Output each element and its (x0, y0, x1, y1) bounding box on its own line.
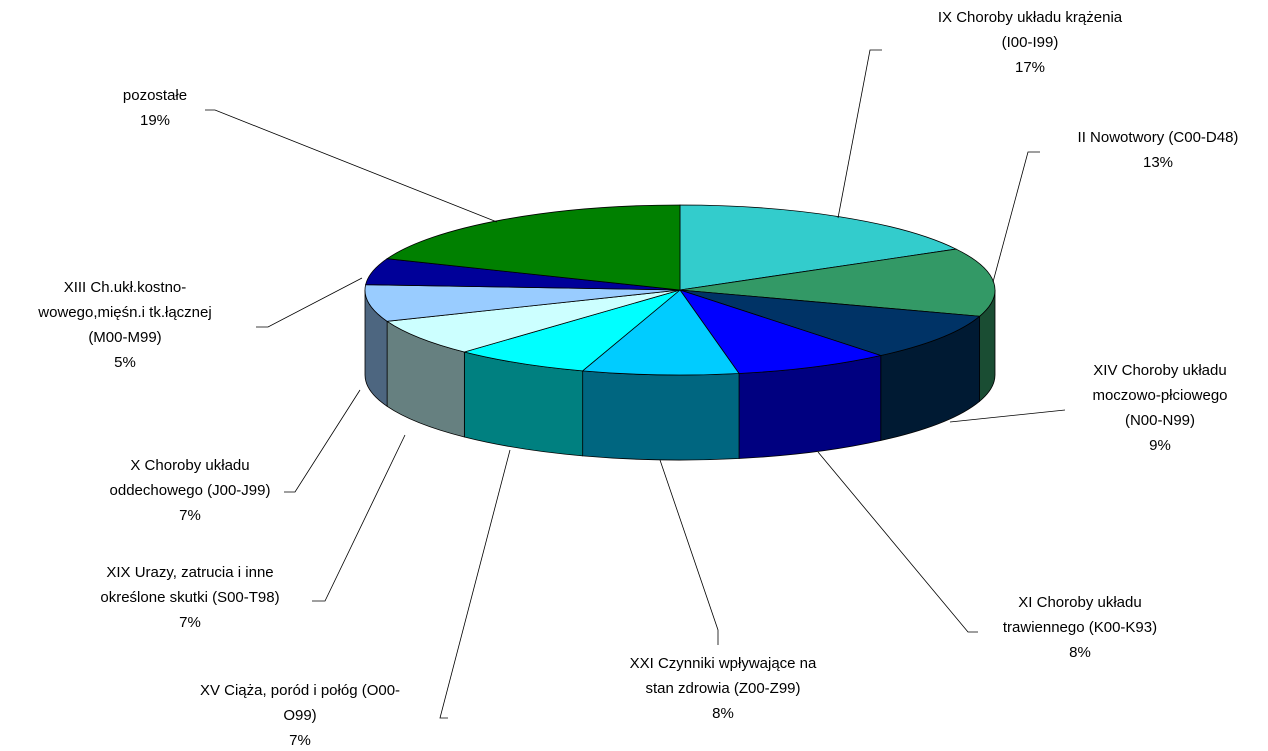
pie-slice (462, 289, 681, 372)
label-line: trawiennego (K00-K93) (1003, 619, 1157, 636)
pie-slice (385, 289, 681, 353)
slice-label: II Nowotwory (C00-D48) (1078, 129, 1239, 146)
label-line: XV Ciąża, poród i połóg (O00- (200, 682, 400, 699)
slice-label: pozostałe (123, 87, 187, 104)
slice-label: XXI Czynniki wpływające na stan zdrowia (… (630, 655, 817, 697)
value-label: 5% (114, 354, 136, 371)
pie-slice (679, 204, 958, 291)
label-line: (I00-I99) (1002, 34, 1059, 51)
label-line: (N00-N99) (1125, 412, 1195, 429)
leader-line (284, 389, 361, 493)
leader-line (256, 277, 363, 328)
leader-line (949, 409, 1066, 423)
leader-line (992, 151, 1040, 283)
leader-line (659, 459, 719, 645)
value-label: 8% (1069, 644, 1091, 661)
label-line: XIII Ch.ukł.kostno- (64, 279, 187, 296)
leader-line (817, 451, 978, 633)
label-line: XI Choroby układu (1018, 594, 1141, 611)
label-line: oddechowego (J00-J99) (110, 482, 271, 499)
label-line: wowego,mięśn.i tk.łącznej (37, 304, 211, 321)
label-line: stan zdrowia (Z00-Z99) (645, 680, 800, 697)
slice-label: XIX Urazy, zatrucia i inne określone skut… (100, 564, 279, 606)
pie-slice (678, 289, 883, 374)
value-label: 9% (1149, 437, 1171, 454)
slice-label: IX Choroby układu krążenia (I00-I99) (938, 9, 1123, 51)
label-line: (M00-M99) (88, 329, 161, 346)
leader-line (205, 109, 498, 223)
label-line: XIV Choroby układu (1093, 362, 1226, 379)
pie-slice (581, 289, 740, 376)
label-line: moczowo-płciowego (1092, 387, 1227, 404)
pie-slice (679, 289, 981, 356)
leader-line (837, 49, 882, 219)
value-label: 13% (1143, 154, 1173, 171)
leader-line (312, 434, 406, 602)
slice-label: XIII Ch.ukł.kostno-wowego,mięśn.i tk.łąc… (37, 279, 211, 346)
value-label: 7% (179, 614, 201, 631)
value-label: 19% (140, 112, 170, 129)
label-line: XIX Urazy, zatrucia i inne (106, 564, 273, 581)
pie-side (582, 370, 740, 461)
label-line: II Nowotwory (C00-D48) (1078, 129, 1239, 146)
label-line: O99) (283, 707, 316, 724)
slice-label: XV Ciąża, poród i połóg (O00- O99) (200, 682, 400, 724)
value-label: 7% (179, 507, 201, 524)
pie-slice (385, 204, 681, 291)
label-line: IX Choroby układu krążenia (938, 9, 1123, 26)
pie-slice (364, 284, 681, 322)
pie-slice (679, 248, 996, 317)
value-label: 7% (289, 732, 311, 749)
slice-label: XIV Choroby układu moczowo-płciowego (N00-… (1092, 362, 1227, 429)
slice-label: X Choroby układu oddechowego (J00-J99) (110, 457, 271, 499)
label-line: XXI Czynniki wpływające na (630, 655, 817, 672)
label-line: pozostałe (123, 87, 187, 104)
slice-label: XI Choroby układu trawiennego (K00-K93) (1003, 594, 1157, 636)
value-label: 8% (712, 705, 734, 722)
leader-line (439, 449, 511, 719)
label-line: X Choroby układu (130, 457, 249, 474)
value-label: 17% (1015, 59, 1045, 76)
label-line: określone skutki (S00-T98) (100, 589, 279, 606)
